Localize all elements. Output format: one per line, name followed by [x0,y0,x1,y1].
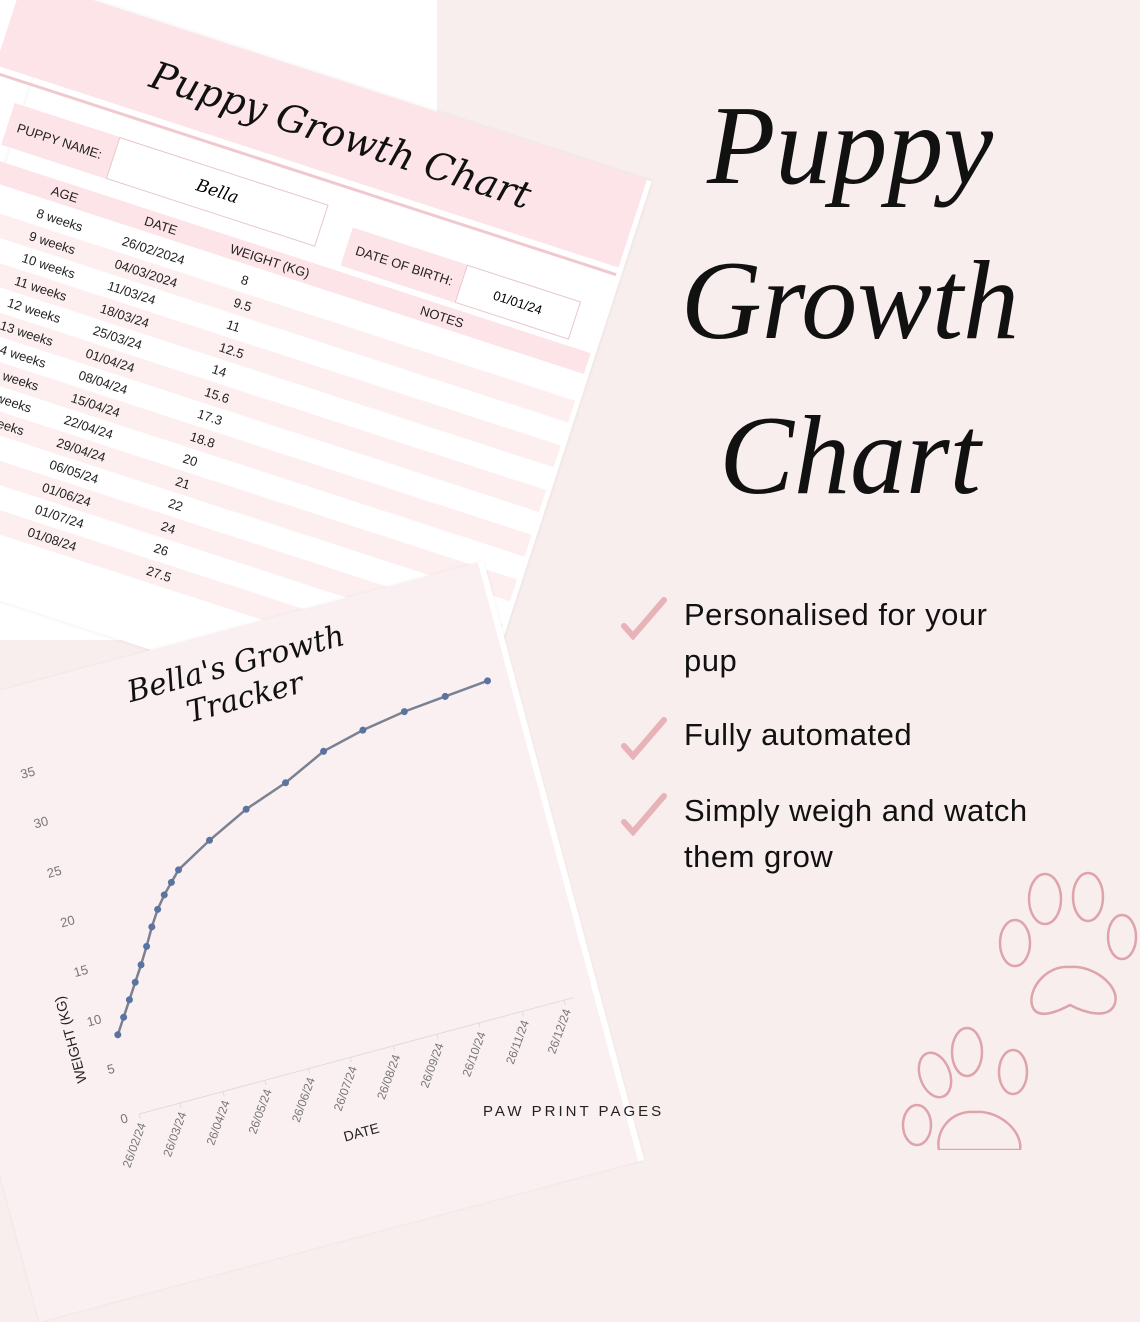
data-point [125,996,133,1004]
y-tick-label: 20 [59,912,77,930]
y-axis-label: WEIGHT (KG) [51,995,90,1085]
x-tick [563,1000,566,1006]
x-tick-label: 26/09/24 [418,1041,447,1090]
cell-weight: 14 [210,361,229,381]
y-tick-label: 10 [85,1011,103,1029]
x-tick [179,1103,182,1109]
x-tick-label: 26/05/24 [246,1087,275,1136]
feature-text: Fully automated [684,717,913,752]
data-point [131,978,139,986]
check-icon [621,717,667,760]
cell-weight: 12.5 [217,339,247,362]
data-point [120,1013,128,1021]
data-point [160,891,168,899]
x-tick [393,1045,396,1051]
data-point [143,942,151,950]
x-tick [138,1113,141,1119]
feature-item: Simply weigh and watch them grow [620,788,1100,880]
feature-text: Simply weigh and watch them grow [684,793,1028,874]
paw-print-icon [901,1026,1029,1150]
x-tick-label: 26/12/24 [545,1007,574,1056]
data-point [282,779,290,787]
data-point [137,961,145,969]
cell-weight: 22 [166,495,185,515]
y-tick-label: 25 [45,863,63,881]
data-point [175,866,183,874]
y-tick-label: 30 [32,813,50,831]
cell-weight: 18.8 [188,428,218,451]
x-tick-label: 26/02/24 [120,1121,149,1170]
x-tick [521,1011,524,1017]
data-point [359,726,367,734]
x-tick-label: 26/08/24 [374,1052,403,1101]
paw-print-icon [998,871,1138,1015]
x-tick [349,1057,352,1063]
data-point [484,677,492,685]
brand-name: PAW PRINT PAGES [483,1103,665,1120]
hero-title-line-1: Puppy [706,84,994,208]
feature-item: Personalised for your pup [620,592,1100,684]
y-tick-label: 0 [119,1110,130,1126]
cell-weight: 17.3 [195,406,225,429]
y-tick-label: 5 [105,1061,116,1077]
cell-weight: 26 [151,540,171,559]
x-tick [436,1034,439,1040]
data-point [114,1031,122,1039]
cell-weight: 27.5 [144,562,174,585]
x-tick-label: 26/06/24 [289,1075,318,1124]
data-point [441,692,449,700]
x-tick-label: 26/11/24 [503,1018,532,1066]
data-point [148,923,156,931]
data-point [154,905,162,913]
hero-title-line-2: Growth [680,239,1020,363]
data-point [400,708,408,716]
data-point [167,878,175,886]
y-tick-label: 35 [19,764,37,782]
check-icon [621,597,667,640]
hero-title-line-3: Chart [719,394,981,518]
x-tick [307,1068,311,1074]
weight-series-line [116,679,488,1036]
cell-weight: 24 [159,517,178,537]
x-axis-label: DATE [342,1120,381,1145]
feature-list: Personalised for your pup Fully automate… [620,592,1100,908]
cell-weight: 15.6 [202,383,232,406]
feature-text: Personalised for your pup [684,597,988,678]
cell-weight: 20 [181,450,200,470]
check-icon [621,793,667,836]
x-axis-line [138,997,574,1115]
cell-weight: 11 [224,316,243,336]
x-tick [222,1091,225,1097]
feature-item: Fully automated [620,712,1100,760]
cell-weight: 9.5 [231,294,254,315]
x-tick [264,1080,267,1086]
x-tick [478,1022,481,1028]
cell-weight: 21 [173,473,193,492]
growth-chart-card: Bella's Growth Tracker 0 5 10 15 20 25 30 35 26/… [0,560,645,1322]
cell-weight: 8 [239,271,251,289]
x-tick-label: 26/07/24 [331,1064,360,1113]
x-tick-label: 26/03/24 [160,1110,189,1159]
data-point [206,836,214,844]
data-point [242,805,250,813]
x-tick-label: 26/10/24 [459,1029,488,1078]
data-point [320,747,328,755]
y-tick-label: 15 [72,962,90,980]
